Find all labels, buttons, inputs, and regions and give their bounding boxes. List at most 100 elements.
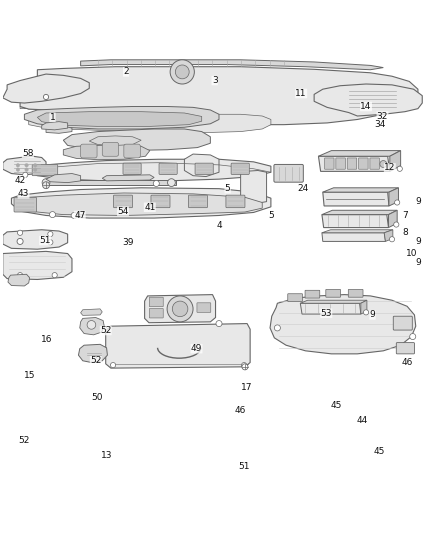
Circle shape	[18, 230, 23, 236]
Polygon shape	[46, 180, 176, 185]
Circle shape	[87, 320, 96, 329]
Text: 53: 53	[321, 309, 332, 318]
Polygon shape	[323, 188, 399, 192]
Text: 50: 50	[91, 393, 103, 401]
Circle shape	[380, 160, 387, 167]
Polygon shape	[78, 344, 107, 362]
Circle shape	[18, 272, 23, 278]
Text: 14: 14	[360, 102, 372, 111]
Polygon shape	[37, 112, 202, 126]
Text: 10: 10	[406, 249, 417, 258]
Circle shape	[23, 172, 28, 177]
Circle shape	[110, 362, 116, 368]
FancyBboxPatch shape	[305, 290, 320, 298]
Circle shape	[168, 179, 175, 187]
Polygon shape	[8, 274, 30, 286]
Circle shape	[364, 310, 369, 315]
Circle shape	[274, 325, 280, 331]
Text: 39: 39	[123, 238, 134, 247]
Polygon shape	[300, 300, 367, 303]
Text: 5: 5	[268, 211, 274, 220]
Text: 46: 46	[401, 358, 413, 367]
Text: 1: 1	[49, 113, 55, 122]
Circle shape	[153, 181, 159, 187]
Polygon shape	[11, 188, 271, 218]
Polygon shape	[389, 188, 399, 206]
FancyBboxPatch shape	[396, 343, 414, 354]
FancyBboxPatch shape	[359, 158, 368, 169]
Polygon shape	[323, 192, 389, 206]
Polygon shape	[322, 215, 389, 228]
Polygon shape	[322, 230, 393, 233]
Text: 54: 54	[117, 207, 129, 216]
Polygon shape	[20, 100, 349, 123]
Polygon shape	[25, 107, 219, 129]
Polygon shape	[81, 60, 383, 70]
Circle shape	[167, 296, 193, 322]
FancyBboxPatch shape	[149, 297, 163, 306]
FancyBboxPatch shape	[188, 195, 208, 208]
FancyBboxPatch shape	[14, 197, 36, 212]
Text: 3: 3	[212, 76, 218, 85]
FancyBboxPatch shape	[326, 289, 340, 297]
Text: 52: 52	[90, 356, 102, 365]
Polygon shape	[102, 175, 154, 181]
Circle shape	[48, 231, 53, 237]
Polygon shape	[318, 151, 401, 156]
Text: 17: 17	[241, 383, 253, 392]
Polygon shape	[80, 318, 104, 335]
Text: 24: 24	[298, 184, 309, 193]
FancyBboxPatch shape	[151, 195, 170, 208]
Polygon shape	[300, 303, 361, 314]
FancyBboxPatch shape	[32, 165, 58, 176]
Polygon shape	[106, 324, 250, 368]
Circle shape	[49, 212, 56, 217]
Text: 43: 43	[18, 189, 29, 198]
Text: 52: 52	[100, 326, 111, 335]
FancyBboxPatch shape	[336, 158, 346, 169]
Polygon shape	[145, 295, 215, 322]
Text: 5: 5	[225, 184, 230, 193]
Circle shape	[172, 301, 188, 317]
FancyBboxPatch shape	[274, 165, 304, 182]
Polygon shape	[46, 126, 72, 133]
Circle shape	[33, 168, 37, 172]
Text: 52: 52	[19, 436, 30, 445]
Circle shape	[16, 164, 20, 167]
Text: 49: 49	[191, 344, 202, 353]
Polygon shape	[322, 233, 385, 241]
Circle shape	[42, 182, 49, 189]
Text: 9: 9	[370, 310, 375, 319]
FancyBboxPatch shape	[288, 294, 303, 302]
Polygon shape	[3, 230, 67, 249]
FancyBboxPatch shape	[370, 158, 379, 169]
Text: 34: 34	[374, 120, 385, 129]
Text: 41: 41	[144, 203, 155, 212]
Polygon shape	[81, 309, 102, 316]
Polygon shape	[390, 151, 401, 172]
FancyBboxPatch shape	[149, 309, 163, 318]
FancyBboxPatch shape	[195, 163, 213, 174]
Circle shape	[410, 334, 416, 340]
Polygon shape	[29, 159, 271, 181]
Polygon shape	[314, 84, 422, 116]
Circle shape	[52, 272, 57, 278]
Polygon shape	[29, 114, 271, 132]
FancyBboxPatch shape	[325, 158, 334, 169]
Polygon shape	[20, 67, 418, 125]
Text: 9: 9	[415, 257, 421, 266]
FancyBboxPatch shape	[123, 163, 141, 174]
Polygon shape	[42, 122, 67, 130]
FancyBboxPatch shape	[348, 289, 363, 297]
Text: 9: 9	[415, 237, 421, 246]
Circle shape	[43, 94, 49, 100]
Text: 45: 45	[330, 401, 342, 410]
Text: 47: 47	[74, 211, 85, 220]
Text: 58: 58	[22, 149, 34, 158]
Polygon shape	[384, 230, 393, 241]
Circle shape	[25, 164, 28, 167]
Circle shape	[242, 364, 248, 370]
Text: 8: 8	[402, 228, 408, 237]
FancyBboxPatch shape	[393, 316, 412, 330]
Text: 45: 45	[373, 447, 385, 456]
